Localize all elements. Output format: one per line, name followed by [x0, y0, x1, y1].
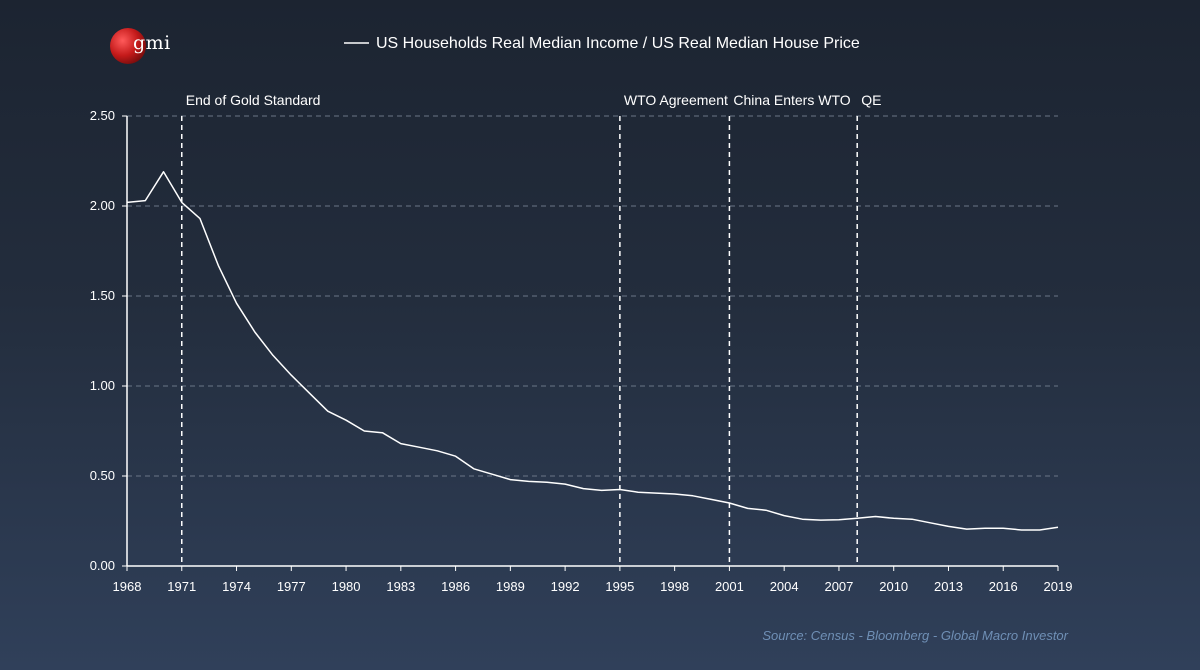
- x-tick-label: 1995: [605, 579, 634, 594]
- legend-label: US Households Real Median Income / US Re…: [376, 35, 860, 52]
- y-tick-label: 2.00: [90, 198, 115, 213]
- x-tick-label: 1971: [167, 579, 196, 594]
- event-label: China Enters WTO: [733, 92, 850, 108]
- series-line: [126, 171, 1059, 531]
- x-tick-label: 2013: [934, 579, 963, 594]
- x-tick-label: 2007: [824, 579, 853, 594]
- x-tick-label: 1989: [496, 579, 525, 594]
- legend: US Households Real Median Income / US Re…: [344, 35, 860, 52]
- event-label: QE: [861, 92, 881, 108]
- x-tick-label: 2004: [770, 579, 799, 594]
- axes: 0.00 0.50 1.00 1.50 2.00 2.50 1968 1971 1974 1977…: [90, 108, 1073, 594]
- logo-text: gmi: [133, 32, 171, 54]
- x-tick-label: 1992: [551, 579, 580, 594]
- x-tick-label: 1968: [113, 579, 142, 594]
- x-tick-label: 1998: [660, 579, 689, 594]
- gmi-logo: [110, 28, 146, 64]
- x-tick-label: 1974: [222, 579, 251, 594]
- x-tick-label: 2019: [1044, 579, 1073, 594]
- x-tick-label: 1983: [386, 579, 415, 594]
- x-tick-label: 1980: [332, 579, 361, 594]
- event-label: WTO Agreement: [624, 92, 728, 108]
- x-tick-label: 2010: [879, 579, 908, 594]
- x-tick-label: 1986: [441, 579, 470, 594]
- source-note: Source: Census - Bloomberg - Global Macr…: [762, 628, 1068, 643]
- y-tick-label: 2.50: [90, 108, 115, 123]
- y-tick-label: 0.50: [90, 468, 115, 483]
- x-tick-label: 2001: [715, 579, 744, 594]
- y-tick-label: 0.00: [90, 558, 115, 573]
- x-tick-label: 2016: [989, 579, 1018, 594]
- event-markers: End of Gold Standard WTO Agreement China E…: [181, 92, 881, 566]
- y-tick-label: 1.50: [90, 288, 115, 303]
- y-tick-label: 1.00: [90, 378, 115, 393]
- series: [126, 171, 1059, 531]
- x-tick-label: 1977: [277, 579, 306, 594]
- event-label: End of Gold Standard: [186, 92, 321, 108]
- grid: [127, 115, 1058, 477]
- globe-icon: [110, 28, 146, 64]
